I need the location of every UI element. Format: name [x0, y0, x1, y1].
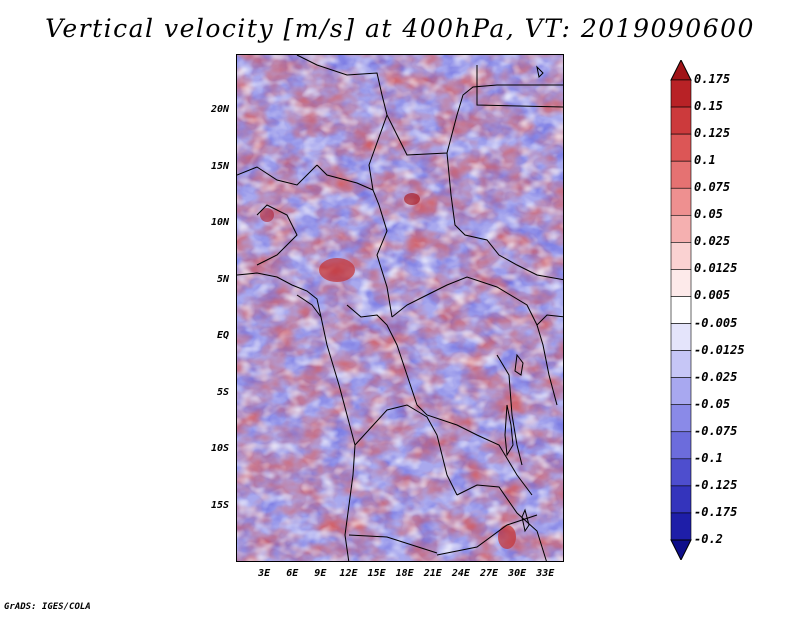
colorbar-level-label: -0.025: [694, 369, 738, 384]
lat-tick-label: 15N: [210, 160, 229, 172]
lon-tick-label: 30E: [508, 568, 527, 579]
lon-tick-label: 21E: [423, 568, 442, 579]
field-neutral-gaps: [237, 55, 563, 561]
colorbar-bin: [670, 133, 692, 162]
political-boundaries: [237, 55, 563, 561]
lon-tick-label: 15E: [367, 568, 386, 579]
colorbar-level-label: 0.15: [694, 99, 723, 114]
colorbar-bin: [670, 160, 692, 189]
lat-tick-label: 10S: [210, 443, 229, 455]
colorbar-level-label: -0.05: [694, 396, 731, 411]
colorbar-level-label: 0.075: [694, 180, 731, 195]
colorbar-level-label: 0.175: [694, 72, 731, 86]
lon-tick-label: 12E: [339, 568, 358, 579]
colorbar-level-label: 0.05: [694, 207, 723, 222]
lakes: [504, 65, 544, 533]
colorbar-bin: [670, 187, 692, 216]
colorbar-level-label: 0.1: [694, 153, 716, 168]
colorbar-bottom-arrow: [670, 539, 692, 560]
colorbar-bin: [670, 485, 692, 514]
map-panel: [236, 54, 564, 562]
colorbar-level-label: 0.005: [694, 288, 731, 303]
colorbar-bin: [670, 431, 692, 460]
colorbar-level-label: -0.075: [694, 423, 738, 438]
lat-tick-label: 20N: [210, 104, 229, 116]
velocity-field-map: [237, 55, 563, 561]
strong-positive-cell: [319, 258, 355, 282]
lon-tick-label: 6E: [286, 568, 299, 579]
lon-tick-label: 18E: [395, 568, 414, 579]
colorbar-bin: [670, 296, 692, 324]
lon-tick-label: 27E: [479, 568, 499, 579]
colorbar: [670, 60, 692, 560]
colorbar-bin: [670, 323, 692, 351]
strong-positive-cell: [404, 193, 420, 205]
colorbar-top-arrow: [670, 60, 692, 81]
colorbar-level-label: -0.2: [694, 532, 723, 546]
colorbar-level-label: 0.125: [694, 126, 731, 141]
grads-credit: GrADS: IGES/COLA: [4, 602, 91, 612]
colorbar-level-label: -0.175: [694, 504, 738, 519]
colorbar-bin: [670, 350, 692, 378]
lat-tick-label: EQ: [216, 330, 229, 342]
colorbar-bin: [670, 79, 692, 108]
colorbar-level-label: -0.0125: [694, 342, 745, 357]
lon-tick-label: 33E: [536, 568, 555, 579]
colorbar-level-label: 0.025: [694, 234, 731, 249]
colorbar-bin: [670, 269, 692, 297]
chart-title: Vertical velocity [m/s] at 400hPa, VT: 2…: [45, 14, 755, 43]
colorbar-bin: [670, 404, 692, 433]
lat-tick-label: 10N: [210, 217, 229, 229]
colorbar-level-label: 0.0125: [694, 261, 738, 276]
colorbar-bin: [670, 458, 692, 487]
strong-positive-cell: [260, 208, 274, 222]
colorbar-bin: [670, 242, 692, 270]
lat-tick-label: 15S: [210, 499, 229, 511]
colorbar-bin: [670, 377, 692, 406]
lon-tick-label: 24E: [451, 568, 470, 579]
lon-tick-label: 9E: [314, 568, 327, 579]
colorbar-bin: [670, 512, 692, 541]
lat-tick-label: 5N: [216, 273, 229, 285]
colorbar-bin: [670, 214, 692, 243]
colorbar-level-label: -0.1: [694, 450, 723, 465]
colorbar-bin: [670, 106, 692, 135]
lat-tick-label: 5S: [216, 386, 229, 398]
colorbar-level-label: -0.005: [694, 315, 738, 330]
lon-tick-label: 3E: [258, 568, 271, 579]
colorbar-level-label: -0.125: [694, 477, 738, 492]
strong-positive-cell: [498, 525, 516, 549]
